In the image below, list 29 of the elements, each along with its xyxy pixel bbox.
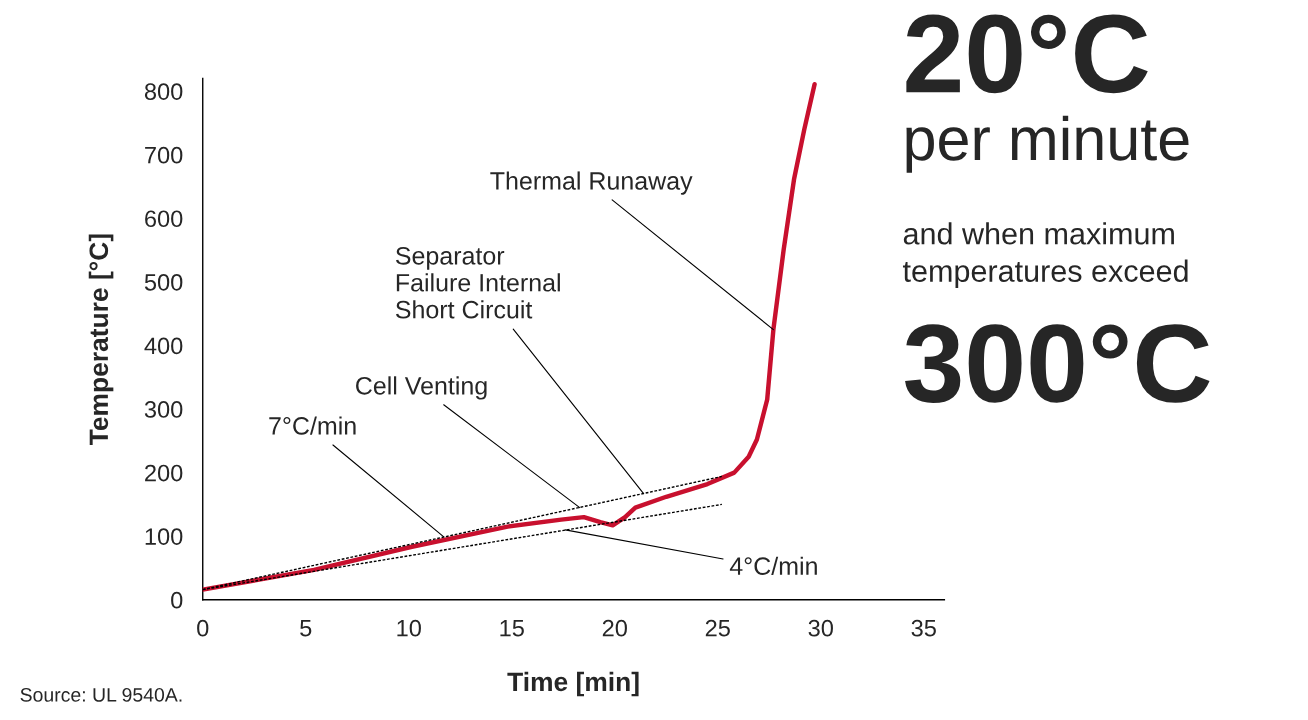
x-tick-label: 10: [397, 619, 421, 637]
annotation: 300°C: [905, 324, 1210, 403]
y-tick-label: 700: [145, 146, 183, 164]
x-tick-label: 25: [705, 619, 730, 637]
annotation: and when maximum temperatures exceed: [902, 222, 1188, 288]
annotation: 20°C: [906, 14, 1148, 94]
x-tick-label: 15: [500, 620, 524, 637]
x-tick-label: 5: [300, 620, 312, 637]
y-tick-label: 400: [144, 337, 183, 355]
annotation: 7°C/min: [269, 416, 356, 435]
y-tick-label: 200: [145, 464, 183, 482]
y-tick-label: 0: [171, 591, 183, 609]
x-tick-label: 30: [808, 619, 833, 637]
annotation: Cell Venting: [356, 376, 487, 400]
y-tick-label: 600: [145, 210, 183, 228]
annotation: per minute: [906, 115, 1189, 173]
source-note: Source: UL 9540A.: [20, 687, 182, 702]
y-tick-label: 100: [145, 528, 183, 545]
annotation: Thermal Runaway: [490, 171, 693, 195]
annotation: 4°C/min: [729, 556, 817, 576]
annotation: Separator Failure Internal Short Circuit: [395, 246, 560, 319]
x-axis-title: Time [min]: [507, 671, 639, 697]
x-tick-label: 0: [197, 619, 209, 637]
x-tick-label: 35: [911, 619, 936, 637]
x-tick-label: 20: [602, 619, 627, 637]
y-tick-label: 300: [144, 401, 183, 418]
y-tick-label: 500: [144, 273, 183, 291]
y-axis-title: Temperature [°C]: [88, 234, 114, 446]
y-tick-label: 800: [144, 83, 183, 100]
